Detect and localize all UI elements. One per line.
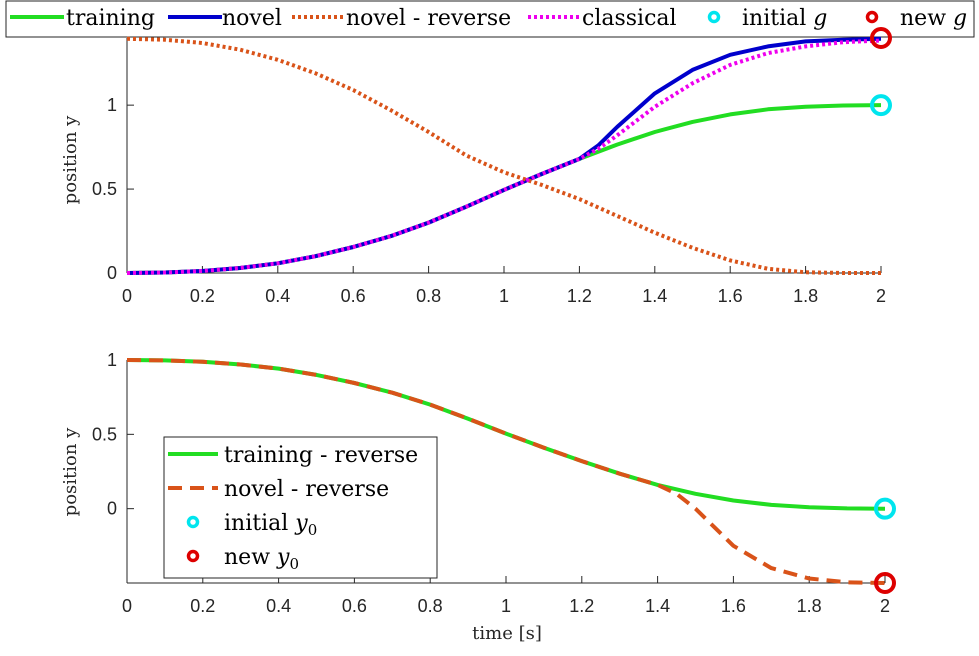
bottom-marker-new-y0 [874,572,896,594]
bottom-x-tick-label: 1.6 [721,596,746,616]
top-x-tick-label: 1.2 [567,286,592,306]
bottom-legend-label: training - reverse [224,443,418,468]
top-x-tick-label: 2 [876,286,886,306]
bottom-series-training-reverse [126,358,886,511]
top-ylabel: position y [60,115,81,204]
bottom-x-tick-label: 1 [501,596,511,616]
bottom-x-tick-label: 1.2 [569,596,594,616]
top-series [126,36,882,275]
top-x-tick-label: 1.6 [718,286,743,306]
top-x-tick-label: 1.4 [642,286,667,306]
top-y-tick-label: 1 [107,95,117,115]
bottom-x-tick-label: 2 [880,596,890,616]
top-legend-label: novel - reverse [346,6,511,31]
top-marker-initial-g [870,94,892,117]
top-ylabel-text: position y [60,115,81,204]
bottom-x-tick-label: 0.8 [418,596,443,616]
top-plot: position y 0 0.2 0.4 0.6 0.8 1 1.2 1.4 1.6 1.8 200… [60,27,892,306]
bottom-x-tick-label: 0.4 [266,596,291,616]
bottom-ylabel: position y [60,427,81,516]
bottom-xlabel: time [s] [472,623,542,644]
top-legend-marker [865,10,879,24]
bottom-plot: position y time [s] 0 0.2 0.4 0.6 0.8 1 1.2 1.4… [60,350,896,644]
top-series-novel-reverse [126,36,881,275]
bottom-legend-label: new y0 [224,545,299,573]
bottom-legend: training - reverse novel - reverse initial… [163,436,438,579]
bottom-ylabel-text: position y [60,427,81,516]
top-x-tick-label: 0.6 [341,286,366,306]
bottom-series-novel-reverse [126,358,886,585]
top-x-tick-label: 0 [122,286,132,306]
bottom-xlabel-text: time [s] [472,623,542,644]
bottom-x-tick-label: 0.2 [190,596,215,616]
bottom-x-tick-label: 0 [122,596,132,616]
bottom-x-tick-label: 0.6 [342,596,367,616]
top-x-tick-label: 0.4 [265,286,290,306]
bottom-x-tick-label: 1.8 [797,596,822,616]
bottom-markers [874,497,896,594]
top-x-tick-label: 0.8 [416,286,441,306]
top-y-tick-label: 0 [107,263,117,283]
top-x-tick-label: 0.2 [190,286,215,306]
bottom-axes: 0 0.2 0.4 0.6 0.8 1 1.2 1.4 1.6 1.8 2 0 0.5 1 [92,350,890,616]
top-marker-new-g [870,27,892,49]
top-series-novel [126,36,882,275]
bottom-y-tick-label: 1 [107,350,117,370]
top-legend-marker [707,10,721,24]
bottom-legend-label: initial y0 [224,511,317,539]
bottom-legend-marker [186,515,200,529]
top-legend-label: initial g [742,6,827,31]
bottom-marker-initial-y0 [874,497,896,520]
bottom-series [126,358,886,585]
bottom-x-tick-label: 1.4 [645,596,670,616]
top-legend-label: classical [582,6,677,31]
bottom-legend-label: novel - reverse [224,477,389,502]
top-legend-label: new g [900,6,967,31]
top-x-tick-label: 1.8 [793,286,818,306]
top-y-tick-label: 0.5 [92,179,117,199]
bottom-y-tick-label: 0 [107,499,117,519]
bottom-legend-marker [186,549,200,563]
top-legend-label: novel [222,6,282,31]
bottom-y-tick-label: 0.5 [92,424,117,444]
top-x-tick-label: 1 [499,286,509,306]
top-axes: 0 0.2 0.4 0.6 0.8 1 1.2 1.4 1.6 1.8 2 0 0.5 1 [92,38,886,306]
top-legend-label: training [66,6,155,31]
top-legend: training novel novel - reverse classical ini… [5,0,975,38]
top-series-classical [126,38,882,275]
top-markers [870,27,892,117]
